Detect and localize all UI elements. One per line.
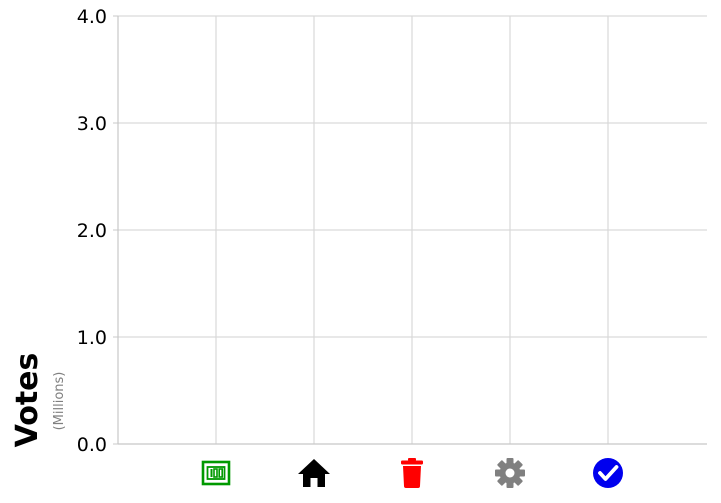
y-axis-unit: (Millions) [52, 372, 67, 431]
y-tick-labels: 0.0 1.0 2.0 3.0 4.0 [77, 6, 107, 456]
y-tick-label: 1.0 [77, 327, 107, 349]
x-category-icons [201, 458, 623, 488]
y-tick-label: 2.0 [77, 220, 107, 242]
y-tick-label: 3.0 [77, 113, 107, 135]
home-icon [298, 459, 330, 487]
y-axis-label: Votes (Millions) [10, 353, 67, 448]
trash-icon [401, 458, 423, 488]
y-tick-label: 0.0 [77, 434, 107, 456]
grid [118, 15, 707, 444]
y-axis-title: Votes [10, 353, 45, 448]
check-circle-icon [593, 458, 623, 488]
axes [113, 15, 707, 445]
y-tick-label: 4.0 [77, 6, 107, 28]
gear-icon [495, 458, 525, 488]
money-icon [201, 460, 231, 486]
